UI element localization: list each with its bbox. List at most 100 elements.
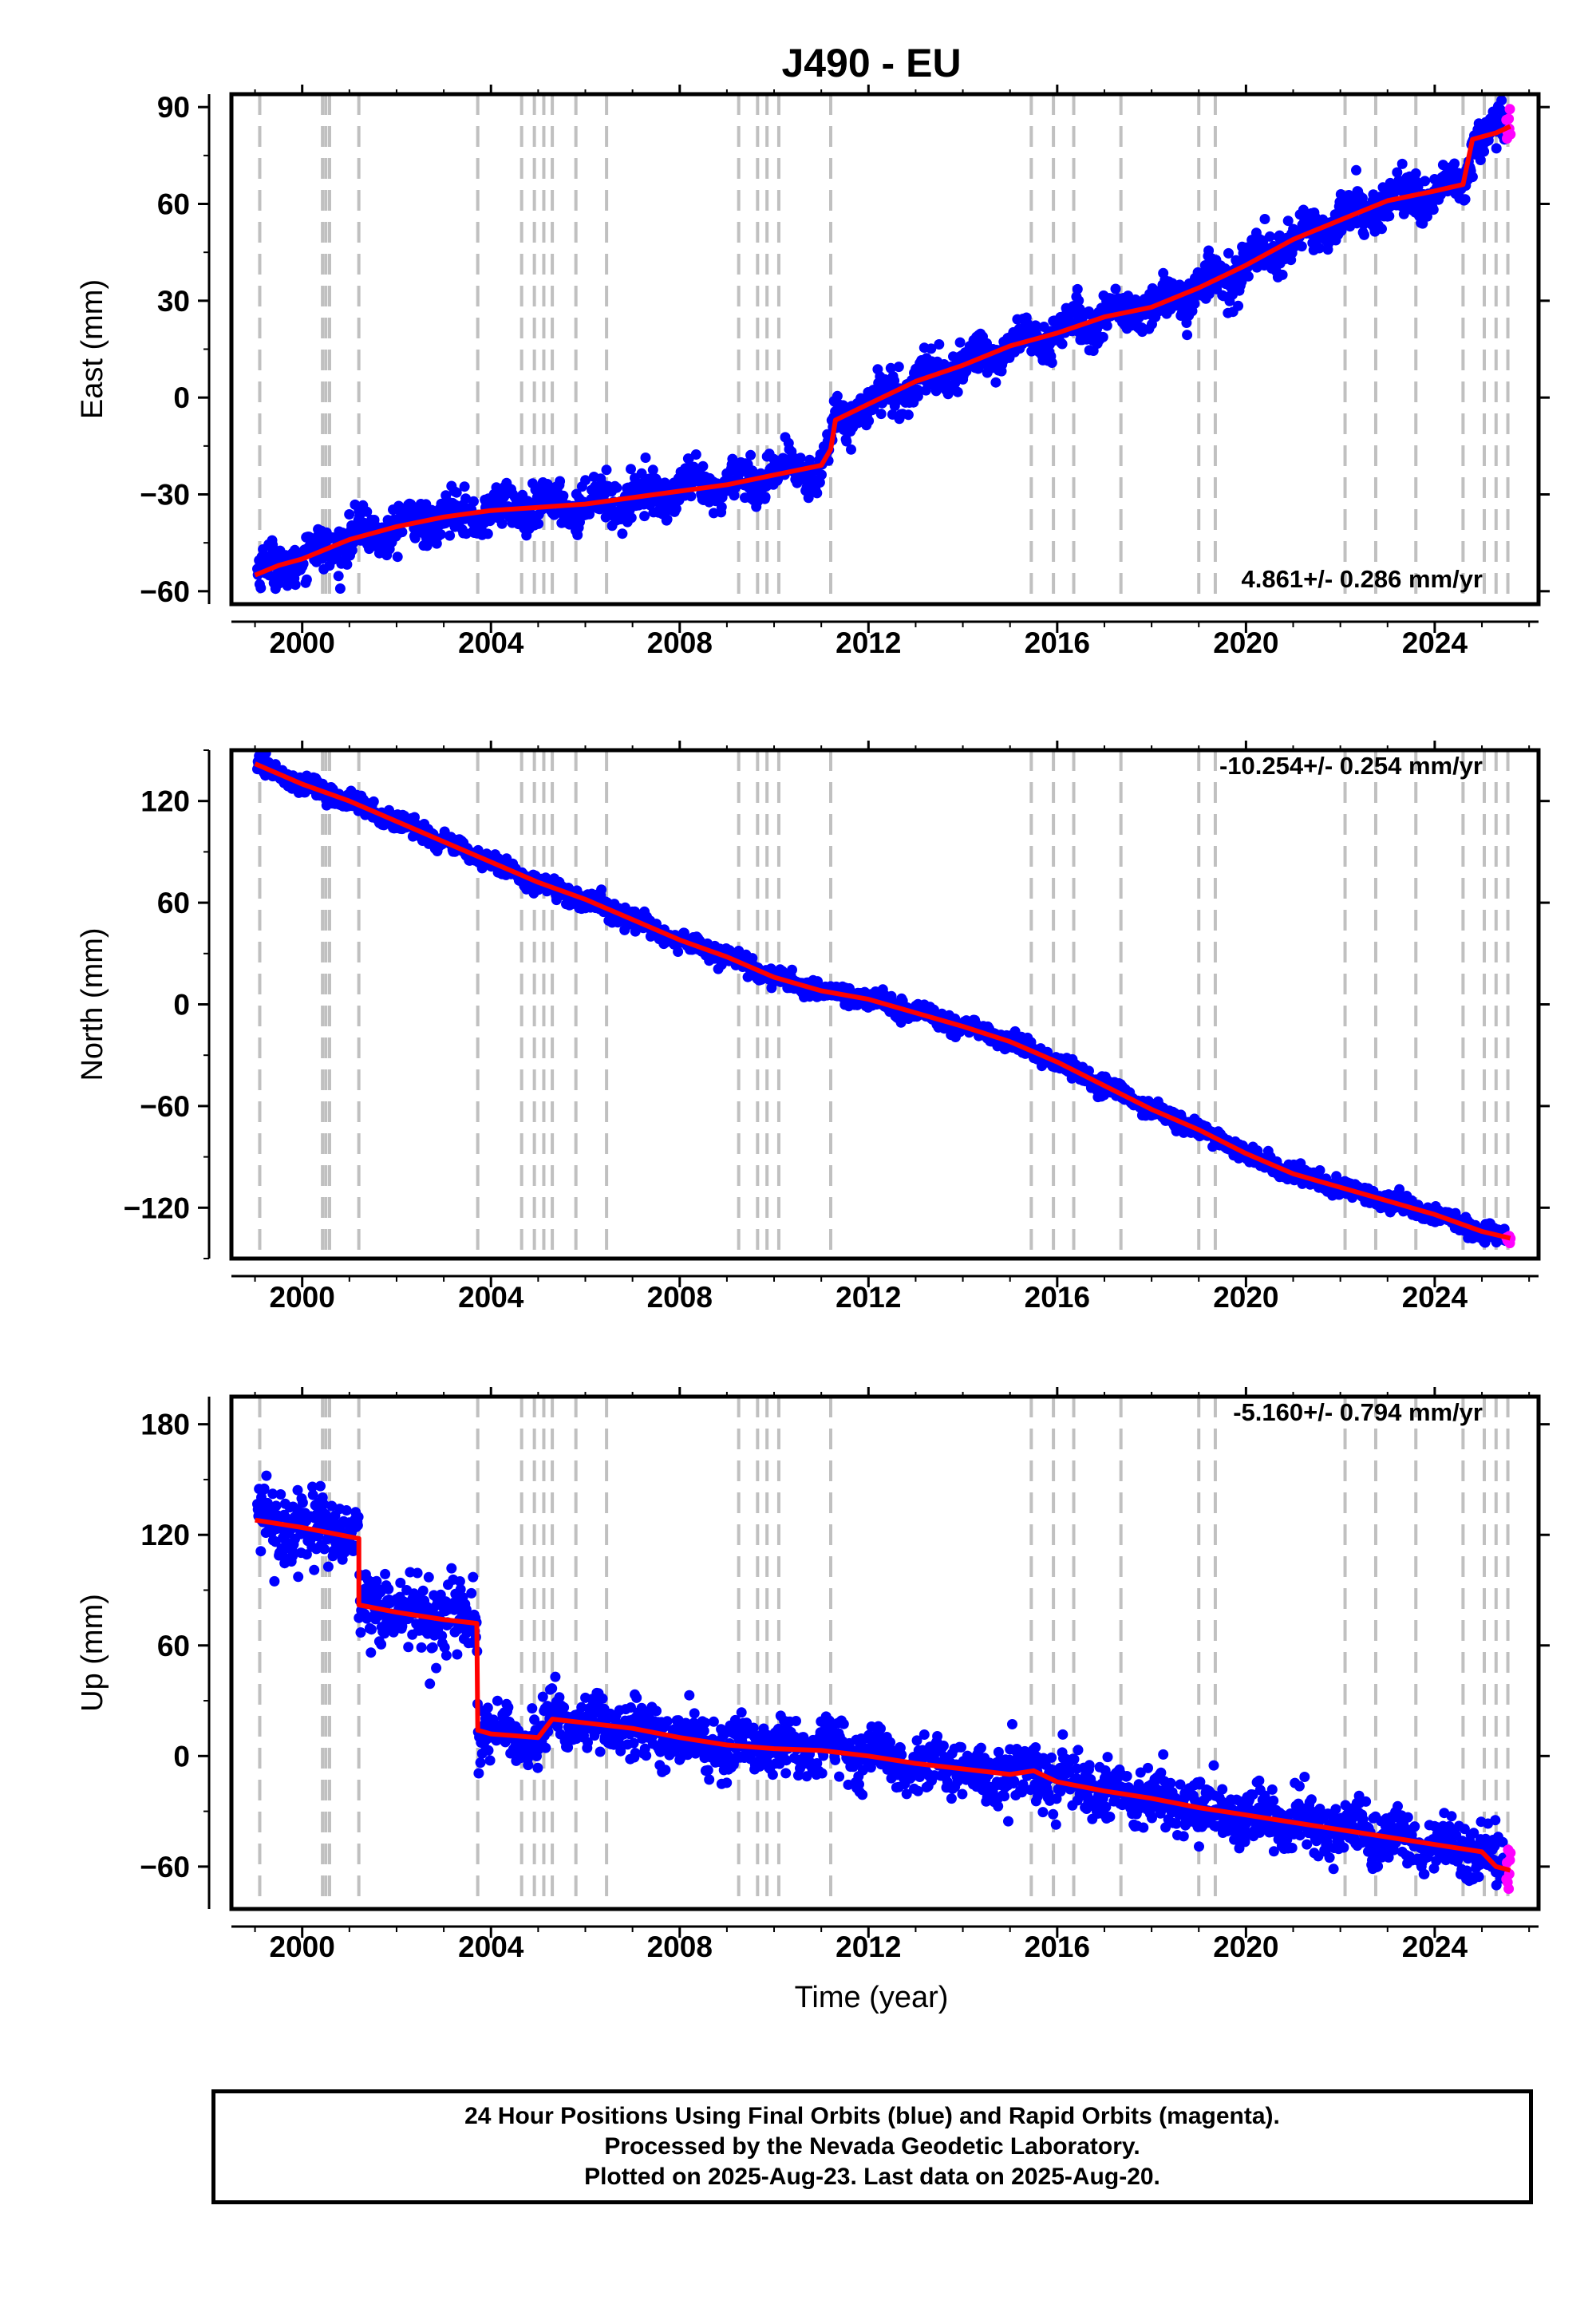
- figure-title: J490 - EU: [781, 41, 961, 85]
- data-point: [716, 501, 727, 512]
- data-point: [795, 453, 806, 464]
- data-point: [366, 1624, 377, 1635]
- x-tick-label: 2004: [458, 626, 524, 659]
- y-axis-label: North (mm): [76, 927, 109, 1081]
- x-tick-label: 2020: [1213, 1281, 1278, 1314]
- data-point: [1410, 168, 1421, 179]
- x-tick-label: 2016: [1025, 626, 1090, 659]
- data-point: [1467, 172, 1478, 183]
- data-point: [1242, 271, 1254, 282]
- data-point: [1449, 158, 1460, 169]
- data-point: [727, 453, 738, 464]
- data-point: [275, 1489, 286, 1500]
- data-point: [293, 1571, 304, 1583]
- data-point: [580, 475, 591, 486]
- data-point: [397, 527, 408, 538]
- data-point: [1428, 204, 1439, 215]
- data-point: [1189, 298, 1200, 310]
- data-point: [1396, 158, 1408, 169]
- data-point: [1097, 331, 1108, 342]
- data-point: [1072, 283, 1083, 294]
- final-orbit-points: [252, 1470, 1511, 1891]
- data-point: [309, 1564, 320, 1575]
- data-point: [596, 884, 607, 895]
- data-point: [301, 574, 312, 585]
- data-point: [885, 362, 896, 373]
- data-point: [832, 390, 843, 401]
- data-point: [1223, 247, 1234, 259]
- data-point: [313, 1531, 324, 1542]
- y-tick-label: 60: [157, 188, 190, 221]
- data-point: [1057, 338, 1068, 350]
- plot-frame: [229, 92, 1541, 607]
- model-line: [254, 761, 1511, 1241]
- data-point: [1377, 223, 1387, 235]
- final-orbit-points: [252, 750, 1511, 1248]
- data-point: [290, 544, 300, 555]
- data-point: [893, 362, 904, 373]
- rapid-point: [1505, 128, 1516, 140]
- data-point: [1296, 241, 1307, 252]
- data-point: [639, 511, 650, 522]
- data-point: [1203, 288, 1215, 299]
- data-point: [409, 812, 420, 823]
- data-point: [1264, 231, 1275, 242]
- y-tick-label: 0: [173, 381, 190, 414]
- data-point: [1030, 320, 1041, 331]
- data-point: [307, 1481, 318, 1492]
- data-point: [1384, 211, 1395, 222]
- x-tick-label: 2016: [1025, 1281, 1090, 1314]
- data-point: [1259, 214, 1270, 224]
- y-tick-label: −60: [140, 575, 190, 608]
- event-lines: [258, 750, 1510, 1259]
- y-tick-label: −120: [124, 1192, 190, 1224]
- data-point: [952, 386, 963, 397]
- data-point: [787, 964, 797, 975]
- data-point: [1479, 146, 1490, 157]
- data-point: [601, 464, 612, 476]
- data-point: [1314, 243, 1325, 254]
- data-point: [1073, 295, 1084, 306]
- rapid-point: [1503, 113, 1515, 124]
- data-point: [261, 1470, 272, 1481]
- data-point: [875, 409, 887, 420]
- model-line: [254, 124, 1511, 578]
- x-tick-label: 2012: [836, 1281, 901, 1314]
- data-point: [855, 393, 867, 404]
- data-point: [611, 482, 622, 493]
- data-point: [269, 1575, 280, 1587]
- rate-label: 4.861+/- 0.286 mm/yr: [1242, 565, 1483, 593]
- data-point: [315, 1480, 326, 1492]
- data-point: [255, 1546, 267, 1557]
- y-tick-label: 120: [140, 785, 190, 818]
- data-point: [368, 796, 379, 807]
- data-point: [670, 503, 681, 514]
- x-tick-label: 2000: [270, 1281, 335, 1314]
- data-point: [1491, 143, 1502, 154]
- data-point: [1460, 194, 1471, 205]
- data-point: [697, 460, 709, 472]
- data-point: [301, 1549, 312, 1560]
- data-point: [280, 1512, 291, 1524]
- y-tick-label: 90: [157, 91, 190, 124]
- x-tick-label: 2004: [458, 1281, 524, 1314]
- data-point: [267, 1488, 279, 1500]
- data-point: [1422, 211, 1432, 222]
- data-point: [662, 514, 673, 525]
- y-tick-label: −60: [140, 1090, 190, 1123]
- data-point: [376, 1638, 387, 1650]
- y-tick-label: 30: [157, 285, 190, 318]
- x-tick-label: 2020: [1213, 626, 1278, 659]
- data-point: [1331, 1171, 1342, 1182]
- data-point: [1357, 192, 1368, 204]
- data-point: [353, 1512, 364, 1523]
- data-point: [1233, 300, 1244, 311]
- data-point: [412, 1567, 423, 1579]
- data-point: [636, 468, 647, 479]
- data-point: [1101, 320, 1112, 331]
- data-point: [673, 947, 684, 957]
- y-axis-label: East (mm): [76, 279, 109, 419]
